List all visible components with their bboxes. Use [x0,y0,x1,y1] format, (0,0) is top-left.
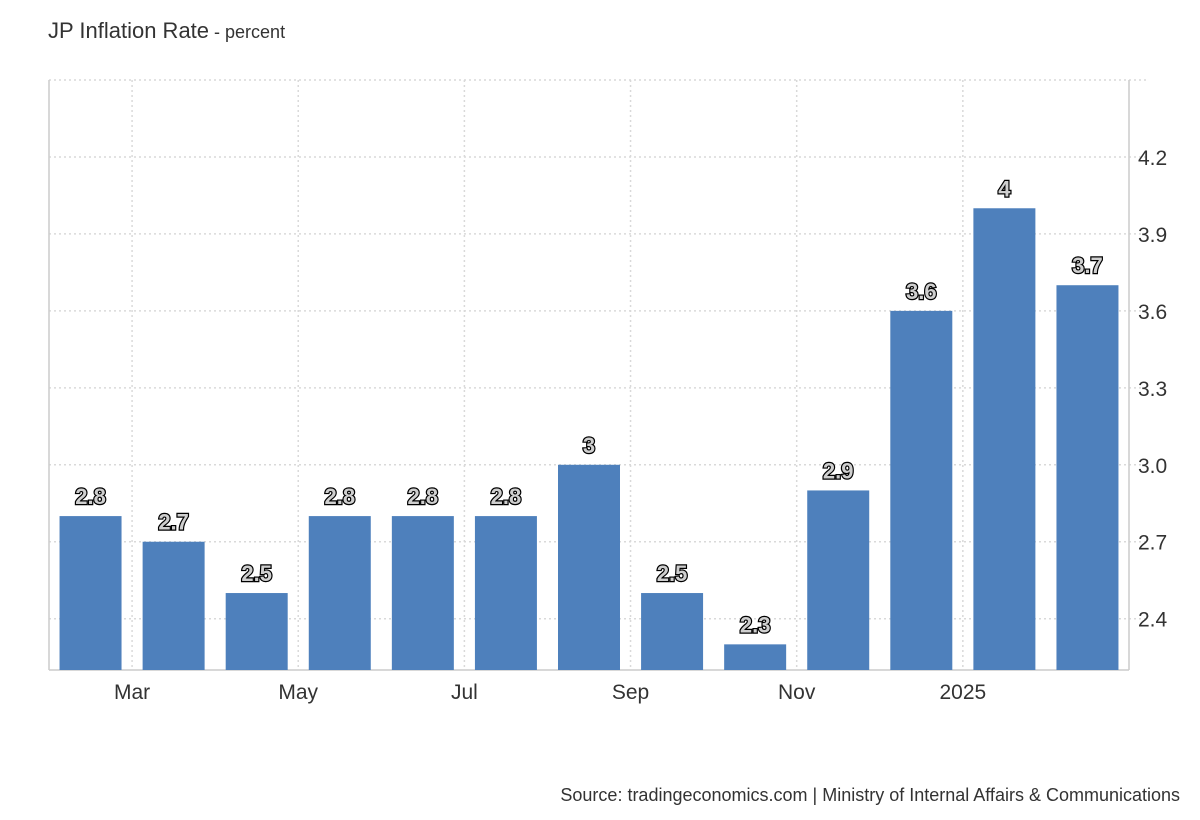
data-label: 3 [583,433,595,458]
x-tick-label: May [278,681,318,704]
bar [724,644,787,670]
bar [641,593,704,670]
data-label: 2.5 [657,561,688,586]
source-note: Source: tradingeconomics.com | Ministry … [560,785,1180,805]
bar [308,516,371,670]
y-tick-label: 2.4 [1138,609,1168,632]
bar [59,516,122,670]
data-label: 2.7 [158,510,189,535]
y-tick-label: 3.9 [1138,224,1167,247]
data-label: 3.6 [906,279,937,304]
x-axis-ticks: Mar May Jul Sep Nov 2025 [114,681,986,704]
x-tick-label: Jul [451,681,478,704]
grid-lines [49,79,1148,670]
y-tick-label: 2.7 [1138,532,1167,555]
x-tick-label: 2025 [939,681,986,704]
x-tick-label: Sep [612,681,649,704]
data-label: 2.8 [75,484,106,509]
bar [225,593,288,670]
data-label: 2.5 [241,561,272,586]
bar [391,516,454,670]
data-label: 2.8 [408,484,439,509]
data-label: 2.9 [823,458,854,483]
y-axis-ticks: 2.4 2.7 3.0 3.3 3.6 3.9 4.2 [1138,147,1168,632]
data-label: 3.7 [1072,253,1103,278]
data-label: 2.8 [324,484,355,509]
data-labels: 2.8 2.7 2.5 2.8 2.8 2.8 3 2.5 2.3 2.9 3.6 4 3.7 [74,175,1104,638]
data-label: 2.8 [491,484,522,509]
y-tick-label: 3.3 [1138,378,1167,401]
chart-title: JP Inflation Rate - percent [48,18,285,44]
bar [474,516,537,670]
y-tick-label: 3.6 [1138,301,1167,324]
bar [973,208,1036,670]
x-tick-label: Mar [114,681,150,704]
bars [59,208,1119,670]
y-tick-label: 4.2 [1138,147,1167,170]
y-tick-label: 3.0 [1138,455,1167,478]
x-tick-label: Nov [778,681,816,704]
chart-title-unit: - percent [209,22,286,42]
chart-title-main: JP Inflation Rate [48,18,210,43]
data-label: 2.3 [740,612,771,637]
bar [142,541,205,670]
bar [890,310,953,670]
bar [1056,285,1119,670]
bar-chart: 2.82.72.52.8 2.8 2.832.52.32.93.643.7 Mar M… [48,79,1168,704]
bar [807,490,870,670]
data-label: 4 [998,176,1011,201]
bar [558,464,620,670]
